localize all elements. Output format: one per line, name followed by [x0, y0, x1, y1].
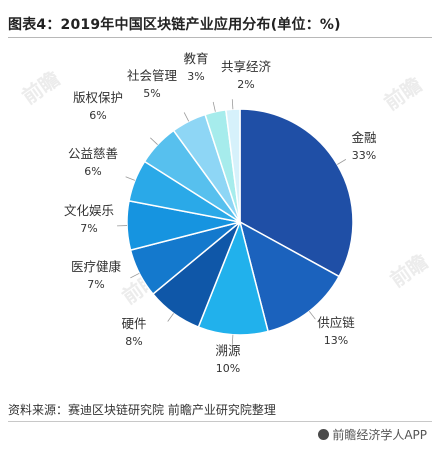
pie-slice-1	[238, 220, 341, 333]
slice-name-label: 医疗健康	[71, 259, 122, 274]
brand-logo-icon	[318, 429, 330, 440]
leader-line-1	[308, 311, 316, 320]
leader-lines	[117, 99, 347, 345]
slice-name-label: 教育	[183, 51, 208, 66]
source-note: 资料来源：赛迪区块链研究院 前瞻产业研究院整理	[8, 403, 276, 417]
pie-slices	[126, 108, 354, 336]
leader-line-3	[167, 313, 174, 322]
footer-brand-text: 前瞻经济学人APP	[332, 428, 427, 442]
pie-slice-0	[239, 108, 354, 278]
slice-name-label: 共享经济	[221, 59, 272, 74]
slice-name-label: 文化娱乐	[64, 203, 114, 218]
slice-value-label: 3%	[187, 70, 204, 83]
footer-divider	[8, 421, 432, 422]
slice-value-label: 2%	[237, 78, 254, 91]
slice-name-label: 硬件	[121, 316, 146, 331]
slice-labels: 金融 33% 供应链 13% 溯源 10% 硬件 8% 医疗健康 7% 文化娱乐 7% 公益慈善 6% 版权…	[64, 51, 377, 375]
slice-value-label: 33%	[352, 149, 376, 162]
title-divider	[8, 37, 432, 38]
leader-line-9	[212, 101, 216, 112]
chart-title: 图表4：2019年中国区块链产业应用分布(单位：%)	[8, 17, 341, 33]
slice-name-label: 供应链	[317, 315, 355, 330]
pie-chart: 金融 33% 供应链 13% 溯源 10% 硬件 8% 医疗健康 7% 文化娱乐 7% 公益慈善 6% 版权…	[64, 51, 377, 375]
slice-value-label: 13%	[324, 334, 348, 347]
slice-value-label: 8%	[125, 335, 142, 348]
slice-name-label: 溯源	[215, 343, 241, 358]
slice-name-label: 金融	[351, 130, 377, 145]
leader-line-4	[130, 272, 140, 279]
leader-line-6	[125, 176, 136, 181]
pie-slice-2	[197, 219, 270, 336]
pie-slice-10	[225, 108, 241, 223]
leader-line-0	[337, 159, 347, 165]
footer-brand: 前瞻经济学人APP	[318, 426, 427, 443]
slice-name-label: 社会管理	[127, 68, 178, 83]
leader-line-7	[150, 137, 158, 145]
slice-value-label: 5%	[143, 87, 160, 100]
slice-value-label: 10%	[216, 362, 240, 375]
slice-value-label: 6%	[89, 109, 106, 122]
slice-name-label: 公益慈善	[68, 146, 118, 161]
slice-value-label: 7%	[87, 278, 104, 291]
slice-value-label: 7%	[80, 222, 97, 235]
slice-value-label: 6%	[84, 165, 101, 178]
leader-line-2	[231, 334, 234, 345]
slice-name-label: 版权保护	[73, 90, 123, 105]
leader-line-10	[231, 99, 234, 110]
leader-line-8	[183, 112, 190, 122]
